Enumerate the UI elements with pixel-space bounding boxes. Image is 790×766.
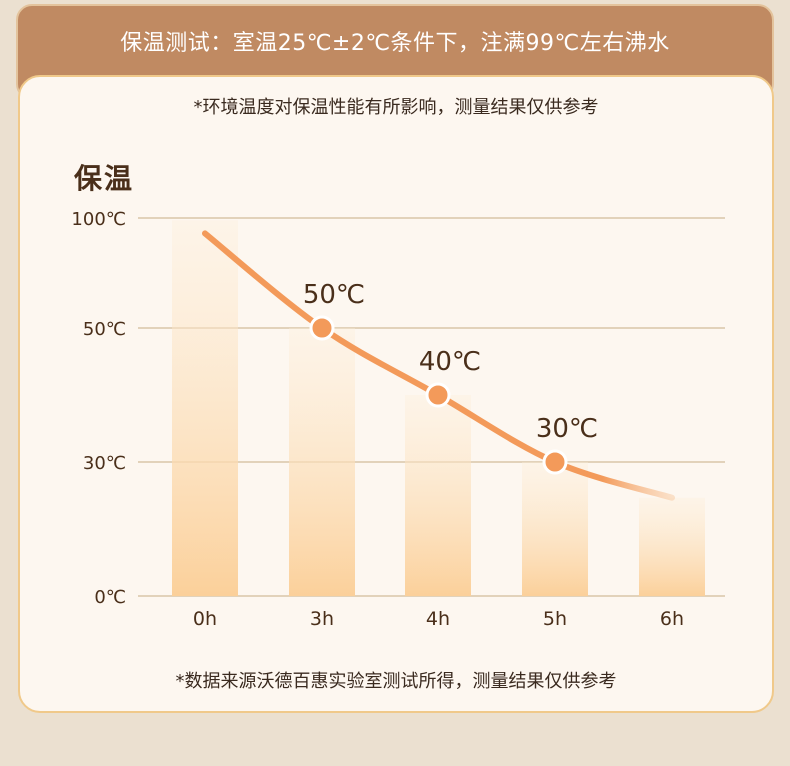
data-point-4h: [425, 382, 451, 408]
data-label: 40℃: [419, 347, 481, 377]
disclaimer-top: *环境温度对保温性能有所影响，测量结果仅供参考: [193, 97, 599, 118]
y-tick-label: 100℃: [71, 209, 126, 230]
y-tick-label: 30℃: [83, 453, 126, 474]
x-tick-label: 0h: [193, 608, 217, 630]
data-point-3h: [309, 315, 335, 341]
y-tick-label: 50℃: [83, 319, 126, 340]
header-title: 保温测试：室温25℃±2℃条件下，注满99℃左右沸水: [120, 31, 670, 56]
x-tick-label: 4h: [426, 608, 450, 630]
data-label: 30℃: [536, 414, 598, 444]
data-point-5h: [542, 449, 568, 475]
bar-6h: [639, 497, 705, 596]
x-tick-label: 6h: [660, 608, 684, 630]
data-label: 50℃: [303, 280, 365, 310]
x-tick-label: 3h: [310, 608, 334, 630]
y-tick-label: 0℃: [94, 587, 126, 608]
bar-5h: [522, 462, 588, 596]
bar-3h: [289, 328, 355, 596]
chart-title: 保温: [74, 162, 135, 195]
x-tick-label: 5h: [543, 608, 567, 630]
bar-4h: [405, 395, 471, 596]
disclaimer-bottom: *数据来源沃德百惠实验室测试所得，测量结果仅供参考: [175, 671, 617, 692]
chart-card: *环境温度对保温性能有所影响，测量结果仅供参考 保温 *数据来源沃德百惠实验室测…: [18, 75, 774, 713]
bar-0h: [172, 220, 238, 596]
